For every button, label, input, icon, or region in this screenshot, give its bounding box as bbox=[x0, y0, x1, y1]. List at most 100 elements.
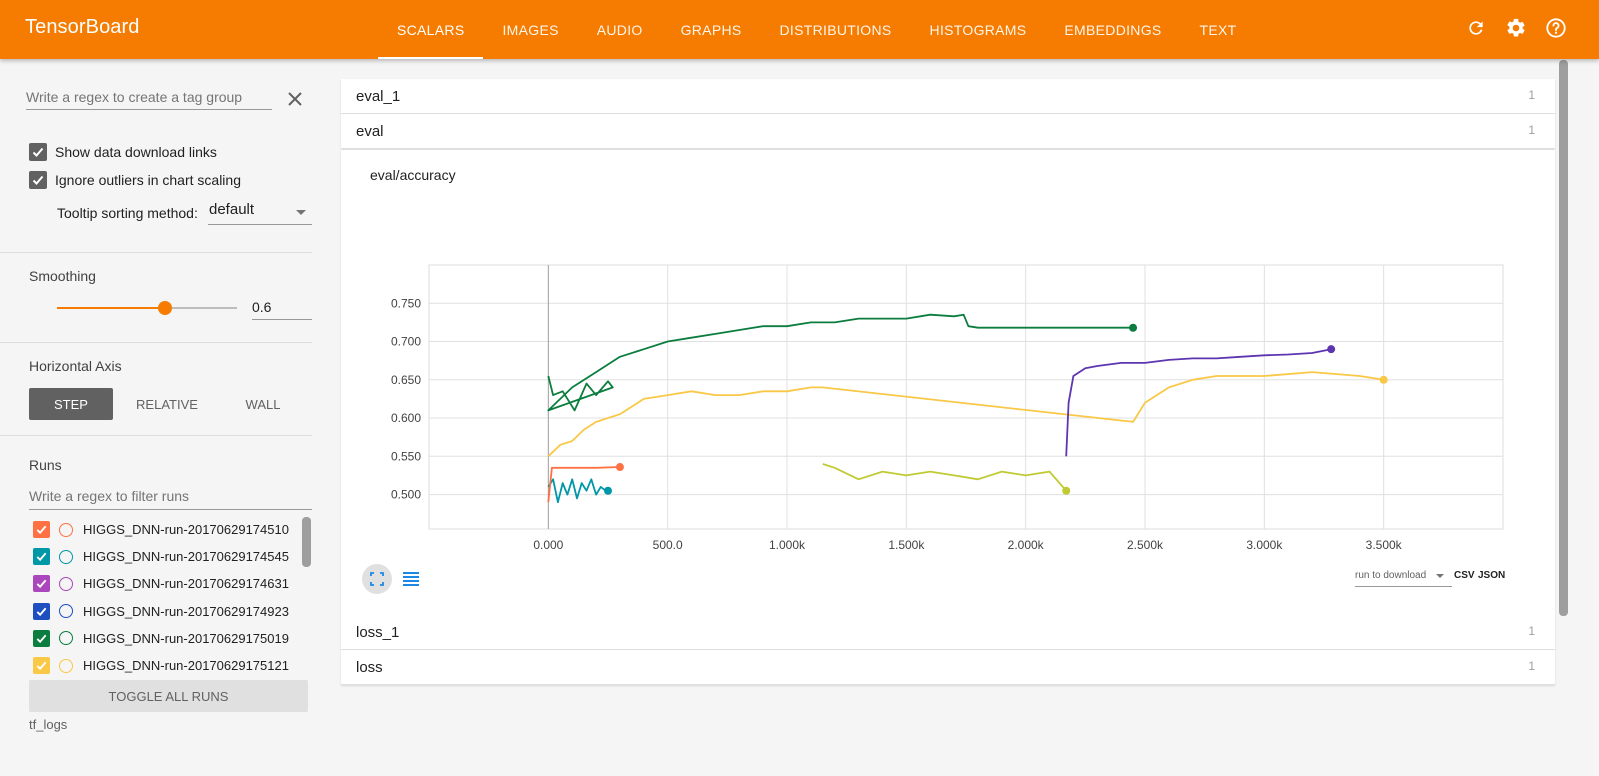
x-tick-label: 2.500k bbox=[1127, 538, 1164, 552]
runs-filter-input[interactable] bbox=[29, 486, 312, 510]
smoothing-section bbox=[0, 253, 312, 343]
tag-group-count: 1 bbox=[1528, 88, 1535, 102]
tag-group-loss-1[interactable]: loss_1 1 bbox=[341, 615, 1555, 650]
smoothing-slider[interactable] bbox=[57, 301, 237, 315]
x-tick-label: 500.0 bbox=[653, 538, 683, 552]
axis-option-relative[interactable]: RELATIVE bbox=[136, 396, 198, 412]
run-color-circle-icon[interactable] bbox=[59, 604, 73, 619]
chart-title: eval/accuracy bbox=[370, 167, 456, 183]
tooltip-sort-value: default bbox=[209, 201, 255, 218]
series-line-4 bbox=[547, 478, 608, 504]
y-tick-label: 0.500 bbox=[391, 488, 421, 502]
series-endpoint-5 bbox=[615, 463, 624, 472]
run-name: HIGGS_DNN-run-20170629174545 bbox=[83, 549, 289, 565]
series-endpoint-4 bbox=[604, 486, 612, 495]
fit-domain-icon[interactable] bbox=[362, 564, 392, 594]
series-line-3 bbox=[822, 463, 1067, 492]
tag-group-name: loss_1 bbox=[356, 624, 400, 641]
csv-download-link[interactable]: CSV bbox=[1454, 570, 1475, 581]
tag-group-count: 1 bbox=[1528, 624, 1535, 638]
x-tick-label: 3.500k bbox=[1366, 538, 1403, 552]
run-item[interactable]: HIGGS_DNN-run-20170629175121 bbox=[33, 652, 303, 679]
run-color-circle-icon[interactable] bbox=[59, 549, 73, 564]
run-item[interactable]: HIGGS_DNN-run-20170629174631 bbox=[33, 570, 303, 597]
toggle-all-runs-button[interactable]: TOGGLE ALL RUNS bbox=[29, 680, 308, 712]
settings-icon[interactable] bbox=[1503, 15, 1529, 41]
run-item[interactable]: HIGGS_DNN-run-20170629174923 bbox=[33, 598, 303, 625]
series-line-2 bbox=[1065, 348, 1332, 457]
run-color-circle-icon[interactable] bbox=[59, 576, 73, 591]
run-item[interactable]: HIGGS_DNN-run-20170629175019 bbox=[33, 625, 303, 652]
tag-group-eval-1[interactable]: eval_1 1 bbox=[341, 79, 1555, 114]
smoothing-slider-knob[interactable] bbox=[158, 301, 172, 315]
tab-embeddings[interactable]: EMBEDDINGS bbox=[1064, 21, 1162, 38]
tab-scalars[interactable]: SCALARS bbox=[378, 0, 484, 59]
y-tick-label: 0.700 bbox=[391, 335, 421, 349]
tooltip-sort-label: Tooltip sorting method: bbox=[57, 205, 198, 221]
axis-option-wall[interactable]: WALL bbox=[245, 396, 281, 412]
tag-group-name: loss bbox=[356, 659, 383, 676]
run-checkbox[interactable] bbox=[33, 575, 50, 593]
checkbox-checked-icon bbox=[29, 143, 47, 161]
brand-title: TensorBoard bbox=[25, 16, 140, 38]
run-checkbox[interactable] bbox=[33, 521, 50, 539]
dashboard-tabs: SCALARS IMAGES AUDIO GRAPHS DISTRIBUTIONS HIS… bbox=[378, 0, 1256, 59]
run-checkbox[interactable] bbox=[33, 602, 50, 620]
run-checkbox[interactable] bbox=[33, 657, 50, 675]
run-name: HIGGS_DNN-run-20170629175121 bbox=[83, 658, 289, 674]
y-tick-label: 0.650 bbox=[391, 373, 421, 387]
chevron-down-icon bbox=[1436, 574, 1444, 578]
x-tick-label: 2.000k bbox=[1008, 538, 1045, 552]
tag-group-loss[interactable]: loss 1 bbox=[341, 650, 1555, 685]
run-item[interactable]: HIGGS_DNN-run-20170629174510 bbox=[33, 516, 303, 543]
run-list-scrollbar[interactable] bbox=[302, 517, 311, 567]
tab-audio[interactable]: AUDIO bbox=[596, 21, 643, 38]
close-icon[interactable] bbox=[286, 90, 304, 108]
tooltip-sort-select[interactable]: default bbox=[208, 201, 312, 225]
sidebar: Show data download links Ignore outliers… bbox=[0, 59, 312, 776]
tag-group-regex-input[interactable] bbox=[26, 87, 272, 110]
accuracy-chart[interactable]: 0.500 0.550 0.600 0.650 0.700 0.750 0.000 500.0… bbox=[341, 150, 1555, 615]
show-download-links-label: Show data download links bbox=[55, 144, 217, 160]
run-checkbox[interactable] bbox=[33, 548, 50, 566]
run-to-download-label: run to download bbox=[1355, 570, 1427, 581]
ignore-outliers-checkbox[interactable]: Ignore outliers in chart scaling bbox=[29, 171, 241, 189]
show-download-links-checkbox[interactable]: Show data download links bbox=[29, 143, 217, 161]
tag-group-eval[interactable]: eval 1 bbox=[341, 114, 1555, 149]
series-endpoint-0 bbox=[1129, 323, 1138, 332]
run-checkbox[interactable] bbox=[33, 629, 50, 647]
checkbox-checked-icon bbox=[29, 171, 47, 189]
ignore-outliers-label: Ignore outliers in chart scaling bbox=[55, 172, 241, 188]
tab-graphs[interactable]: GRAPHS bbox=[680, 21, 742, 38]
toggle-log-scale-icon[interactable] bbox=[396, 564, 426, 594]
sidebar-settings-section: Show data download links Ignore outliers… bbox=[0, 59, 312, 253]
axis-option-step[interactable]: STEP bbox=[29, 388, 113, 420]
horizontal-axis-options: STEP RELATIVE WALL bbox=[29, 388, 317, 420]
tab-text[interactable]: TEXT bbox=[1199, 21, 1237, 38]
page-scrollbar[interactable] bbox=[1559, 60, 1568, 616]
tag-group-name: eval bbox=[356, 123, 384, 140]
y-tick-label: 0.750 bbox=[391, 296, 421, 310]
runs-title: Runs bbox=[29, 457, 62, 473]
x-tick-label: 1.000k bbox=[769, 538, 806, 552]
logdir-label: tf_logs bbox=[29, 717, 68, 732]
smoothing-value-input[interactable]: 0.6 bbox=[252, 299, 312, 320]
tab-images[interactable]: IMAGES bbox=[502, 21, 559, 38]
help-icon[interactable] bbox=[1543, 15, 1569, 41]
run-name: HIGGS_DNN-run-20170629174923 bbox=[83, 603, 289, 619]
json-download-link[interactable]: JSON bbox=[1478, 570, 1506, 581]
series-line-1 bbox=[547, 371, 1384, 457]
tab-distributions[interactable]: DISTRIBUTIONS bbox=[779, 21, 892, 38]
chevron-down-icon bbox=[296, 210, 306, 215]
run-color-circle-icon[interactable] bbox=[59, 658, 73, 673]
run-color-circle-icon[interactable] bbox=[59, 631, 73, 646]
run-name: HIGGS_DNN-run-20170629174510 bbox=[83, 522, 289, 538]
tag-group-name: eval_1 bbox=[356, 88, 401, 105]
run-item[interactable]: HIGGS_DNN-run-20170629174545 bbox=[33, 543, 303, 570]
run-color-circle-icon[interactable] bbox=[59, 522, 73, 537]
tab-histograms[interactable]: HISTOGRAMS bbox=[929, 21, 1027, 38]
refresh-icon[interactable] bbox=[1463, 15, 1489, 41]
smoothing-slider-fill bbox=[57, 307, 165, 309]
series-endpoint-2 bbox=[1327, 345, 1336, 354]
run-to-download-select[interactable]: run to download bbox=[1355, 570, 1452, 587]
